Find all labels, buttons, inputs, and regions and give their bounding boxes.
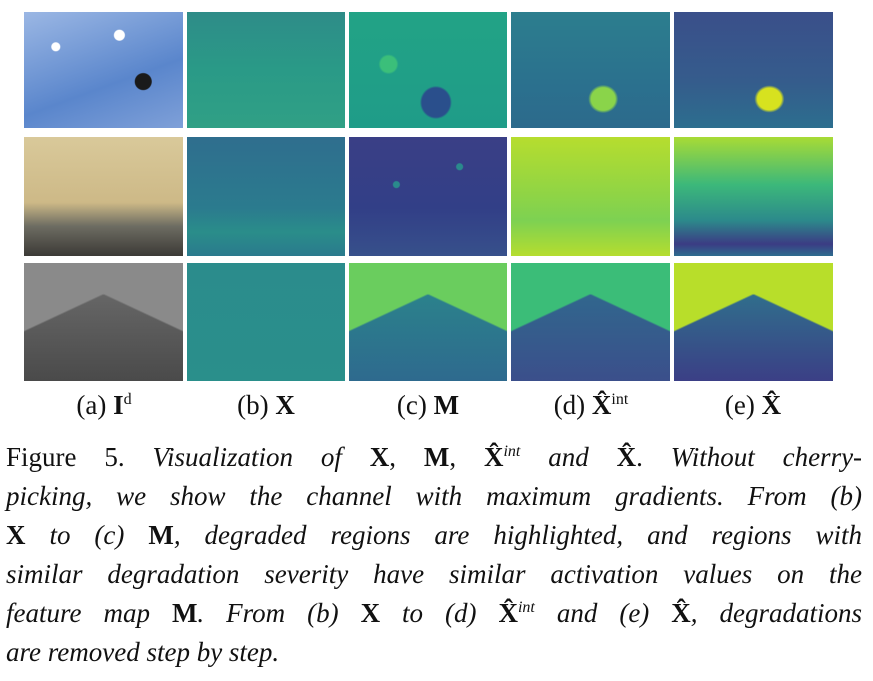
label-sup: d [123,391,132,408]
column-label: (c) M [348,390,508,421]
image [511,263,670,381]
caption-text: and [520,442,617,472]
caption-symbol: M [171,598,198,628]
caption-text: . [636,442,671,472]
image [674,12,833,128]
caption-symbol: M [148,520,174,550]
caption-sup: int [517,599,535,616]
caption-line: similar degradation severity have simila… [6,555,862,594]
image [187,12,345,128]
label-prefix: (d) [553,390,586,420]
caption-line: feature map M. From (b) X to (d) X̂int a… [6,594,862,633]
label-symbol: X [275,390,295,420]
image [511,137,670,256]
label-symbol: X̂ [591,390,612,420]
label-symbol: I [113,390,124,420]
image [674,263,833,381]
label-prefix: (e) [724,390,755,420]
caption-text: , degraded regions are highlighted, and … [173,520,862,550]
column-label: (b) X [186,390,346,421]
image [349,137,507,256]
caption-line: X to (c) M, degraded regions are highlig… [6,516,862,555]
caption-text: , [449,442,484,472]
image [24,12,183,128]
caption-text: to (c) [25,520,149,550]
caption-text: and (e) [534,598,672,628]
caption-symbol: X̂ [483,442,504,472]
caption-text: to (d) [380,598,499,628]
image [349,12,507,128]
label-symbol: M [433,390,460,420]
caption-symbol: X [360,598,381,628]
caption-text: picking, we show the channel with maximu… [6,481,862,511]
caption-symbol: X̂ [498,598,518,628]
caption-text: are removed step by step. [6,637,280,667]
caption-text: , degradations [690,598,862,628]
caption: Figure 5. Visualization of X, M, X̂int a… [6,438,862,672]
label-symbol: X̂ [761,390,782,420]
caption-text: Figure 5. [6,442,153,472]
image [187,137,345,256]
caption-symbol: M [423,442,450,472]
column-label: (d) X̂int [511,390,671,421]
column-label: (e) X̂ [673,390,833,421]
caption-symbol: X̂ [671,598,691,628]
caption-line: are removed step by step. [6,633,862,672]
caption-text: , [389,442,424,472]
image [511,12,670,128]
caption-text: Visualization of [152,442,370,472]
image [187,263,345,381]
caption-symbol: X̂ [616,442,637,472]
caption-symbol: X [369,442,390,472]
column-label: (a) Id [24,390,184,421]
label-prefix: (a) [76,390,107,420]
caption-text: feature map [6,598,172,628]
image [24,263,183,381]
image [674,137,833,256]
caption-symbol: X [6,520,26,550]
caption-text: similar degradation severity have simila… [6,559,862,589]
image [349,263,507,381]
caption-sup: int [503,443,521,460]
caption-text: . From (b) [197,598,361,628]
label-prefix: (c) [396,390,427,420]
label-prefix: (b) [237,390,269,420]
image [24,137,183,256]
caption-line: Figure 5. Visualization of X, M, X̂int a… [6,438,862,477]
caption-line: picking, we show the channel with maximu… [6,477,862,516]
caption-text: Without cherry- [670,442,863,472]
label-sup: int [611,391,629,408]
